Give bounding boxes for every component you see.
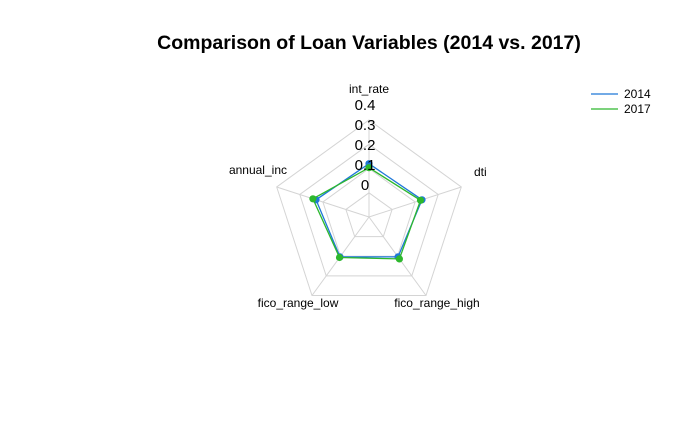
tick-label: 0 (361, 177, 369, 194)
grid-spoke-4 (276, 186, 370, 218)
data-point-2017-int_rate (365, 164, 373, 172)
legend-label-2014: 2014 (624, 87, 651, 101)
axis-label-annual_inc: annual_inc (229, 163, 287, 177)
legend-label-2017: 2017 (624, 102, 651, 116)
axis-label-fico_range_low: fico_range_low (258, 296, 339, 310)
tick-label: 0.2 (355, 137, 376, 154)
data-point-2017-annual_inc (309, 195, 317, 203)
data-point-2017-dti (416, 196, 425, 204)
tick-label: 0.3 (355, 117, 376, 134)
axis-label-int_rate: int_rate (349, 82, 389, 96)
data-point-2017-fico_range_low (335, 253, 344, 262)
axis-label-dti: dti (474, 165, 487, 179)
series-line-2014 (315, 162, 423, 258)
tick-label: 0.4 (355, 97, 376, 114)
series-line-2017 (312, 166, 422, 260)
axis-label-fico_range_high: fico_range_high (394, 296, 479, 310)
grid-ring-4 (276, 119, 462, 296)
chart-title: Comparison of Loan Variables (2014 vs. 2… (157, 32, 581, 54)
grid-ring-1 (345, 192, 393, 238)
data-point-2017-fico_range_high (395, 255, 403, 263)
grid-ring-2 (322, 167, 416, 257)
grid-spoke-1 (368, 186, 462, 218)
radar-series (309, 160, 426, 263)
grid-ring-3 (299, 143, 439, 277)
tick-label: 0.1 (355, 157, 376, 174)
